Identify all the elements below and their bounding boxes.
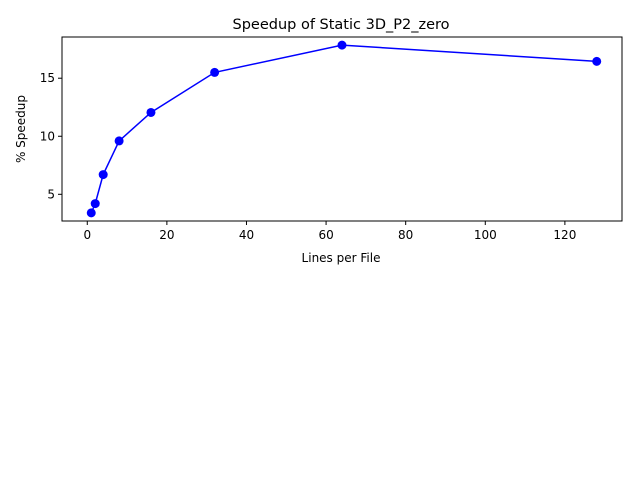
x-tick-label: 20 [159, 228, 174, 242]
x-tick-label: 0 [83, 228, 91, 242]
y-tick-label: 10 [40, 129, 55, 143]
plot-area [86, 40, 602, 218]
x-tick-label: 80 [398, 228, 413, 242]
data-point [86, 208, 96, 218]
data-point [337, 40, 347, 50]
data-point [592, 56, 602, 66]
x-axis-label: Lines per File [302, 251, 381, 265]
data-point [114, 136, 124, 146]
y-tick-label: 5 [47, 187, 55, 201]
plot-frame [61, 36, 623, 222]
y-tick-label: 15 [40, 71, 55, 85]
x-axis: 0 20 40 60 80 100 120 [83, 221, 576, 242]
chart-title: Speedup of Static 3D_P2_zero [232, 17, 449, 33]
x-tick-label: 100 [474, 228, 497, 242]
data-point [146, 107, 156, 117]
data-point [90, 199, 100, 209]
data-point [210, 67, 220, 77]
y-axis: 5 10 15 [40, 71, 62, 201]
x-tick-label: 120 [553, 228, 576, 242]
x-tick-label: 40 [239, 228, 254, 242]
series-line [90, 44, 597, 214]
x-tick-label: 60 [318, 228, 333, 242]
data-point [98, 170, 108, 180]
y-axis-label: % Speedup [14, 95, 28, 163]
